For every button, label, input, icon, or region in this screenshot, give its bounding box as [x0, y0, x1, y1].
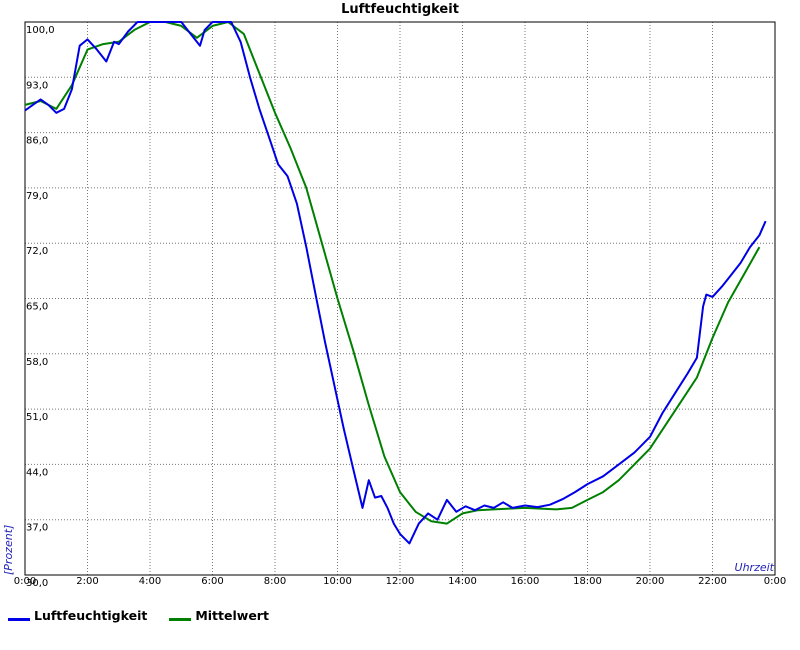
x-axis-ticks: 0:00 2:00 4:00 6:00 8:00 10:00 12:00 14:00 16:00… [14, 576, 786, 587]
y-tick-label: 86,0 [26, 136, 48, 147]
x-tick-label: 22:00 [698, 576, 727, 587]
y-tick-label: 37,0 [26, 523, 48, 534]
legend-item-luftfeuchtigkeit: Luftfeuchtigkeit [8, 608, 147, 623]
x-axis-label: Uhrzeit [735, 561, 775, 574]
y-tick-label: 65,0 [26, 302, 48, 313]
y-tick-label: 93,0 [26, 80, 48, 91]
plot-frame [24, 21, 776, 576]
chart-series [24, 21, 767, 545]
chart-legend: Luftfeuchtigkeit Mittelwert [8, 608, 269, 623]
x-tick-label: 2:00 [76, 576, 98, 587]
legend-label-luftfeuchtigkeit: Luftfeuchtigkeit [34, 608, 148, 623]
y-tick-label: 51,0 [26, 412, 48, 423]
y-tick-label: 58,0 [26, 357, 48, 368]
series-line-luftfeuchtigkeit [24, 21, 767, 545]
x-tick-label: 0:00 [14, 576, 36, 587]
y-tick-label: 72,0 [26, 246, 48, 257]
x-tick-label: 14:00 [448, 576, 477, 587]
y-tick-label: 100,0 [26, 25, 55, 36]
chart-title: Luftfeuchtigkeit [341, 2, 459, 17]
x-tick-label: 0:00 [764, 576, 786, 587]
x-tick-label: 6:00 [201, 576, 223, 587]
y-axis-ticks: 30,0 37,0 44,0 51,0 58,0 65,0 72,0 79,0 86,0 93,0… [26, 25, 55, 589]
legend-swatch-green [169, 617, 192, 621]
y-axis-label: [Prozent] [2, 525, 15, 575]
chart-grid [25, 22, 775, 575]
x-tick-label: 16:00 [511, 576, 540, 587]
x-tick-label: 18:00 [573, 576, 602, 587]
x-tick-label: 4:00 [139, 576, 161, 587]
legend-item-mittelwert: Mittelwert [169, 608, 269, 623]
x-tick-label: 10:00 [323, 576, 352, 587]
legend-label-mittelwert: Mittelwert [195, 608, 269, 623]
x-tick-label: 8:00 [264, 576, 286, 587]
legend-swatch-blue [8, 617, 30, 621]
y-tick-label: 44,0 [26, 467, 48, 478]
series-line-mittelwert [24, 21, 761, 525]
x-tick-label: 12:00 [386, 576, 415, 587]
y-tick-label: 30,0 [26, 578, 48, 589]
x-tick-label: 20:00 [636, 576, 665, 587]
y-tick-label: 79,0 [26, 191, 48, 202]
